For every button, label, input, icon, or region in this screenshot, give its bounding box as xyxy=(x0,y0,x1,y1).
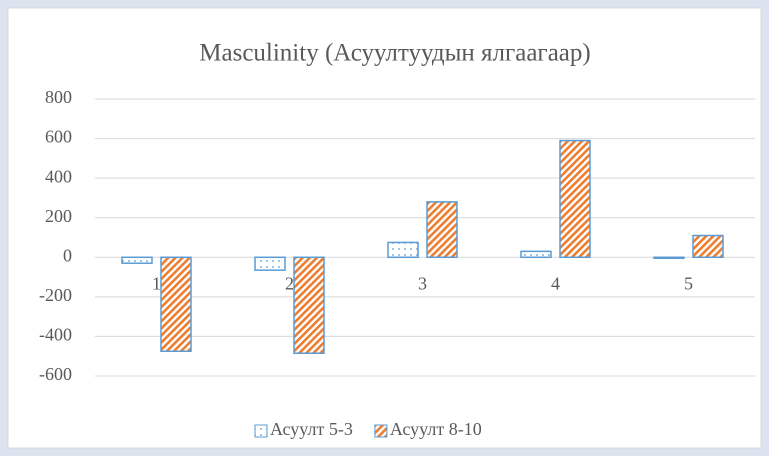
bar xyxy=(559,139,591,259)
legend-swatch xyxy=(374,424,388,438)
bar xyxy=(692,234,724,259)
legend-label: Асуулт 5-3 xyxy=(270,419,353,439)
y-tick-label: 200 xyxy=(45,206,72,226)
y-tick-label: -600 xyxy=(39,364,72,384)
bar xyxy=(387,241,419,259)
bar xyxy=(160,256,192,353)
bar xyxy=(121,256,153,264)
chart-title: Masculinity (Асуултуудын ялгаагаар) xyxy=(199,40,590,67)
x-tick-label: 3 xyxy=(418,273,427,293)
x-tick-label: 5 xyxy=(684,273,693,293)
bar xyxy=(520,250,552,259)
legend-label: Асуулт 8-10 xyxy=(390,419,482,439)
y-tick-label: -400 xyxy=(39,325,72,345)
x-tick-label: 4 xyxy=(551,273,560,293)
x-tick-label: 2 xyxy=(285,273,294,293)
bar xyxy=(653,256,685,260)
y-tick-label: 600 xyxy=(45,127,72,147)
y-tick-label: -200 xyxy=(39,285,72,305)
legend-swatch xyxy=(254,424,268,438)
bar xyxy=(254,256,286,271)
y-tick-label: 0 xyxy=(63,245,72,265)
bar xyxy=(293,256,325,354)
y-tick-label: 400 xyxy=(45,166,72,186)
x-tick-label: 1 xyxy=(152,273,161,293)
y-tick-label: 800 xyxy=(45,87,72,107)
bar xyxy=(426,201,458,259)
chart-area xyxy=(7,7,762,449)
